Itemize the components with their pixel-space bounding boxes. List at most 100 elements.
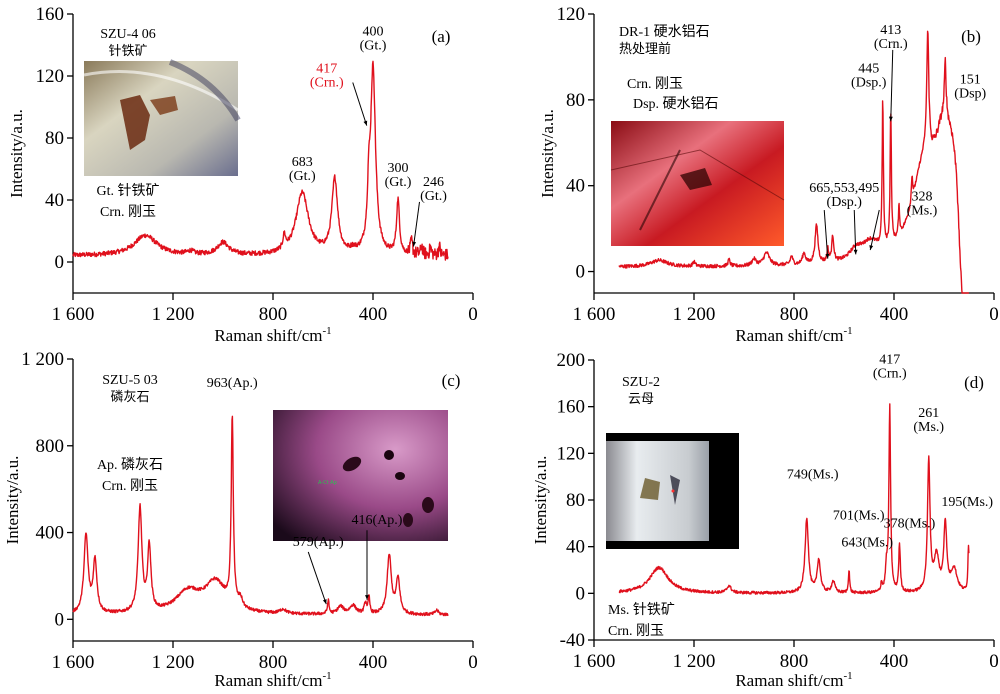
y-tick-label: 80 [45, 128, 64, 149]
x-tick-label: 0 [468, 304, 478, 325]
x-tick-label: 1 600 [573, 651, 616, 672]
x-tick-label: 0 [989, 651, 999, 672]
annotation-arrow [869, 209, 880, 251]
goethite-inclusion-photo [83, 59, 241, 176]
y-tick-label: 0 [55, 252, 65, 273]
peak-annotation: 749(Ms.) [787, 468, 839, 483]
x-tick-label: 400 [359, 652, 388, 673]
peak-label: 416(Ap.) [352, 513, 403, 528]
arrow-head-icon [365, 595, 369, 600]
x-tick-label: 800 [259, 304, 288, 325]
x-tick-label: 1 200 [152, 304, 195, 325]
peak-annotation: 701(Ms.) [833, 509, 885, 524]
sample-label: SZU-2 [622, 375, 660, 390]
peak-label: 328 [912, 189, 933, 204]
peak-label: 683 [292, 155, 313, 170]
y-axis-label: Intensity/a.u. [538, 109, 557, 198]
annotation-arrow [413, 201, 420, 247]
peak-label: 445 [858, 61, 879, 76]
peak-label: 195(Ms.) [941, 495, 993, 510]
peak-label: 417 [879, 352, 900, 367]
y-tick-label: 0 [576, 262, 586, 283]
annotation-arrow [890, 49, 894, 122]
y-tick-label: 120 [557, 443, 586, 464]
y-tick-label: 1 200 [21, 349, 64, 370]
y-tick-label: -40 [560, 630, 585, 651]
x-tick-label: 1 200 [673, 651, 716, 672]
peak-label: 701(Ms.) [833, 509, 885, 524]
peak-annotation: 665,553,495(Dsp.) [809, 181, 880, 259]
peak-annotation: 246(Gt.) [412, 175, 447, 247]
y-tick-label: 40 [45, 190, 64, 211]
spectrum-line [618, 30, 970, 294]
x-tick-label: 800 [780, 304, 809, 325]
x-tick-label: 1 600 [573, 304, 616, 325]
spectrum-line [618, 403, 970, 595]
panel-b: 0 40 80 120 1 600 1 200 800 400 0 Raman shift/cm-… [538, 4, 999, 345]
arrow-head-icon [888, 116, 893, 122]
panel-label: (c) [442, 371, 461, 390]
peak-label: 246 [423, 175, 444, 190]
peak-annotation: 683(Gt.) [289, 155, 316, 184]
arrow-head-icon [825, 253, 830, 259]
mineral-legend-line: Ms. 针铁矿 [608, 602, 675, 618]
y-tick-label: 160 [36, 4, 65, 25]
x-tick-label: 400 [880, 651, 909, 672]
y-tick-label: 80 [566, 90, 585, 111]
mineral-legend-line: Crn. 刚玉 [100, 204, 156, 220]
peak-annotation: 416(Ap.) [352, 513, 403, 600]
panel-c: A-Ct Ap 0 400 800 1 200 1 600 1 200 800 400 0 Ram… [3, 349, 478, 690]
peak-label: (Gt.) [420, 189, 447, 204]
peak-label: (Crn.) [873, 366, 907, 381]
y-tick-label: 0 [576, 583, 586, 604]
annotation-arrow [307, 551, 327, 605]
peak-label: (Ms.) [913, 420, 944, 435]
spectrum-line [72, 60, 449, 261]
peak-annotation: 195(Ms.) [941, 495, 993, 510]
x-tick-label: 400 [880, 304, 909, 325]
peak-label: 643(Ms.) [841, 535, 893, 550]
annotation-arrow [853, 210, 857, 255]
arrow-head-icon [869, 245, 874, 251]
peak-annotation: 417(Crn.) [873, 352, 907, 381]
mineral-legend-line: Crn. 刚玉 [627, 76, 683, 92]
peak-annotation: 579(Ap.) [293, 535, 344, 605]
y-axis-label: Intensity/a.u. [531, 456, 550, 545]
sample-label: DR-1 硬水铝石 [619, 24, 710, 40]
peak-label: (Crn.) [874, 37, 908, 52]
spectrum-line [72, 415, 449, 617]
peak-annotation: 328(Ms.) [907, 189, 938, 218]
peak-label: (Ms.) [907, 203, 938, 218]
x-tick-label: 1 600 [52, 652, 95, 673]
peak-annotation: 963(Ap.) [207, 376, 258, 391]
peak-annotation: 400(Gt.) [360, 25, 387, 54]
x-tick-label: 1 200 [673, 304, 716, 325]
arrow-head-icon [322, 599, 327, 605]
arrow-head-icon [363, 120, 368, 126]
peak-label: (Gt.) [289, 169, 316, 184]
peak-annotation: 417(Crn.) [310, 62, 368, 126]
peak-annotation: 261(Ms.) [913, 406, 944, 435]
x-tick-label: 0 [468, 652, 478, 673]
annotation-arrow [352, 82, 368, 126]
peak-label: 413 [880, 23, 901, 38]
y-tick-label: 0 [55, 609, 65, 630]
arrow-head-icon [853, 249, 858, 255]
panel-d: -40 0 40 80 120 160 200 1 600 1 200 800 400 0 Raman … [531, 350, 999, 690]
y-tick-label: 120 [36, 66, 65, 87]
x-tick-label: 0 [989, 304, 999, 325]
sample-mineral: 针铁矿 [108, 44, 147, 59]
peak-label: 963(Ap.) [207, 376, 258, 391]
annotation-arrow [823, 209, 829, 259]
peak-label: 400 [363, 25, 384, 40]
sample-label: SZU-5 03 [102, 373, 158, 388]
peak-label: (Dsp.) [827, 195, 863, 210]
x-tick-label: 800 [259, 652, 288, 673]
peak-label: 261 [918, 406, 939, 421]
peak-label: 300 [388, 161, 409, 176]
mineral-legend-line: Crn. 刚玉 [608, 623, 664, 639]
x-axis-label: Raman shift/cm-1 [735, 670, 852, 690]
apatite-inclusion-photo: A-Ct Ap [273, 410, 448, 541]
peak-annotation: 151(Dsp) [954, 72, 986, 101]
